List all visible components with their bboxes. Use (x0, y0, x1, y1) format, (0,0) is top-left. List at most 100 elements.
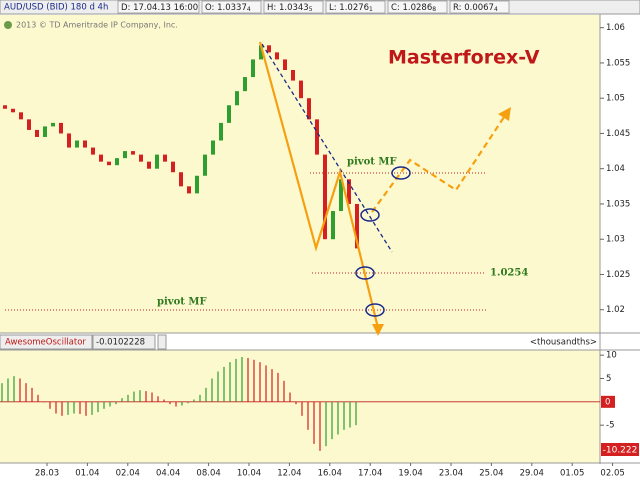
candle (83, 140, 87, 148)
arrow-head (498, 107, 511, 121)
candle (123, 151, 127, 159)
oscillator-bar (187, 401, 189, 404)
y-tick-label: 5 (606, 374, 611, 384)
oscillator-bar (241, 357, 243, 402)
header-field: D: 17.04.13 16:00 (121, 3, 198, 13)
oscillator-bar (175, 401, 177, 407)
x-axis: 28.03 01.04 02.04 04.04 08.04 10.04 12.04 16.04… (35, 463, 625, 479)
candle (219, 122, 223, 141)
y-tick-label: 1.035 (606, 199, 630, 209)
oscillator-bar (235, 358, 237, 402)
oscillator-bar (223, 366, 225, 402)
x-tick-label: 01.05 (560, 469, 584, 479)
oscillator-bar (343, 401, 345, 430)
candle (163, 154, 167, 162)
oscillator-panel (0, 350, 600, 463)
candle (115, 158, 119, 166)
y-tick-label: -5 (606, 421, 614, 431)
arrow-head (372, 324, 384, 336)
header-field: H: 1.03435 (267, 3, 313, 13)
oscillator-bar (289, 392, 291, 402)
candle (259, 45, 263, 60)
y-tick-label: 1.02 (606, 305, 625, 315)
header-field: O: 1.03374 (205, 3, 251, 13)
x-tick-label: 02.05 (600, 469, 624, 479)
candle (227, 105, 231, 123)
oscillator-bar (331, 401, 333, 440)
oscillator-bar (319, 401, 321, 451)
oscillator-bar (247, 357, 249, 402)
field-text: C: 1.0286 (391, 3, 432, 13)
header-field-box (325, 0, 386, 14)
field-text: O: 1.0337 (205, 3, 247, 13)
oscillator-bar (193, 399, 195, 402)
candle (203, 154, 207, 176)
analysis-drawings: pivot MF 1.0254 pivot MF (5, 41, 528, 336)
field-subdigit: 8 (432, 6, 436, 13)
x-tick-label: 19.04 (398, 469, 422, 479)
symbol: AUD/USD (BID) 180 d 4h (4, 3, 108, 13)
candle (139, 154, 143, 162)
oscillator-bar (7, 378, 9, 402)
oscillator-bar (19, 378, 21, 402)
oscillator-bar (55, 401, 57, 414)
candle (155, 154, 159, 169)
oscillator-bar (271, 369, 273, 402)
candle (283, 59, 287, 70)
oscillator-bar (103, 401, 105, 409)
x-tick-label: 02.04 (116, 469, 140, 479)
candle (331, 211, 335, 240)
oscillator-bar (1, 383, 3, 402)
oscillator-bar (277, 372, 279, 402)
candle (11, 108, 15, 113)
candle (75, 140, 79, 148)
osc-unit: <thousandths> (530, 338, 597, 348)
oscillator-bar (259, 362, 261, 402)
candle (267, 45, 271, 53)
oscillator-bar (127, 394, 129, 402)
header-field-box (449, 0, 510, 14)
candle (179, 172, 183, 187)
oscillator-bar (25, 383, 27, 402)
oscillator-bar (139, 390, 141, 402)
y-tick-label: 1.03 (606, 235, 625, 245)
x-tick-label: 08.04 (196, 469, 220, 479)
oscillator-bar (325, 401, 327, 447)
copyright-icon (4, 21, 12, 29)
price-marks: 1.02 1.025 1.03 1.035 1.04 1.045 1.05 1.055 1.06 (3, 23, 630, 315)
candle (187, 186, 191, 194)
candle (307, 98, 311, 120)
x-tick-label: 16.04 (318, 469, 342, 479)
field-subdigit: 4 (494, 6, 498, 13)
field-text: R: 0.0067 (453, 3, 494, 13)
oscillator-bar (337, 401, 339, 435)
oscillator-bar (109, 401, 111, 407)
y-tick-label: 1.04 (606, 164, 625, 174)
candle (91, 147, 95, 155)
oscillator-bar (169, 401, 171, 405)
candle (67, 133, 71, 148)
y-tick-label: 10 (606, 351, 617, 361)
oscillator-bar (217, 371, 219, 402)
field-subdigit: 5 (309, 6, 313, 13)
oscillator-bar (349, 401, 351, 428)
header-field: R: 0.00674 (453, 3, 498, 13)
header-field-box (117, 0, 200, 14)
zero-box (601, 395, 615, 408)
y-tick-label: 1.045 (606, 129, 630, 139)
oscillator-bar (49, 401, 51, 409)
oscillator-bar (85, 401, 87, 416)
candle (347, 179, 351, 204)
oscillator-bar (301, 401, 303, 416)
candle (43, 126, 47, 137)
candle (99, 154, 103, 162)
oscillator-bar (133, 391, 135, 402)
candle (355, 203, 359, 249)
y-tick-label: 1.06 (606, 23, 625, 33)
field-subdigit: 4 (247, 6, 251, 13)
oscillator-bar (115, 401, 117, 405)
marker-ellipse (355, 266, 375, 280)
candle (27, 119, 31, 130)
oscillator-bar (211, 378, 213, 402)
annotation: 1.0254 (490, 268, 528, 279)
